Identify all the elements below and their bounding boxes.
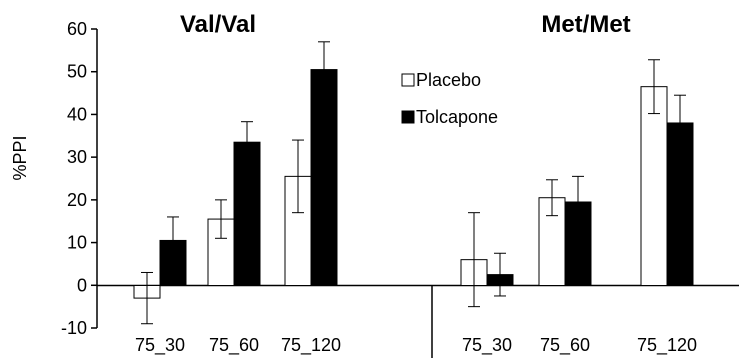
- legend: Placebo Tolcapone: [401, 70, 498, 127]
- category-label-75_30: 75_30: [135, 335, 185, 356]
- category-label-75_120: 75_120: [281, 335, 341, 356]
- bar-tolcapone-75_60: [233, 141, 261, 286]
- category-label-75_60: 75_60: [540, 335, 590, 356]
- y-tick-label: 10: [67, 233, 87, 253]
- y-axis-label: %PPI: [10, 135, 30, 180]
- category-label-75_60: 75_60: [209, 335, 259, 356]
- y-tick-label: 50: [67, 62, 87, 82]
- panel-title-val-val: Val/Val: [180, 11, 256, 38]
- y-tick-label: -10: [61, 318, 87, 338]
- bar-placebo-75_120: [284, 175, 312, 286]
- legend-swatch-placebo: [401, 73, 415, 87]
- y-tick-label: 0: [77, 275, 87, 295]
- legend-swatch-tolcapone: [401, 110, 415, 124]
- panel-title-met-met: Met/Met: [541, 11, 630, 38]
- bar-placebo-75_120: [640, 86, 668, 286]
- y-tick-label: 60: [67, 19, 87, 39]
- bar-tolcapone-75_120: [310, 69, 338, 287]
- y-tick-label: 30: [67, 147, 87, 167]
- category-label-75_120: 75_120: [637, 335, 697, 356]
- legend-label-placebo: Placebo: [416, 70, 481, 90]
- plot-area: -10 0 10 20 30 40 50 60 75_30 75_60 75_120 75_30 75_…: [61, 19, 739, 358]
- y-tick-label: 20: [67, 190, 87, 210]
- category-label-75_30: 75_30: [462, 335, 512, 356]
- legend-label-tolcapone: Tolcapone: [416, 107, 498, 127]
- y-tick-label: 40: [67, 104, 87, 124]
